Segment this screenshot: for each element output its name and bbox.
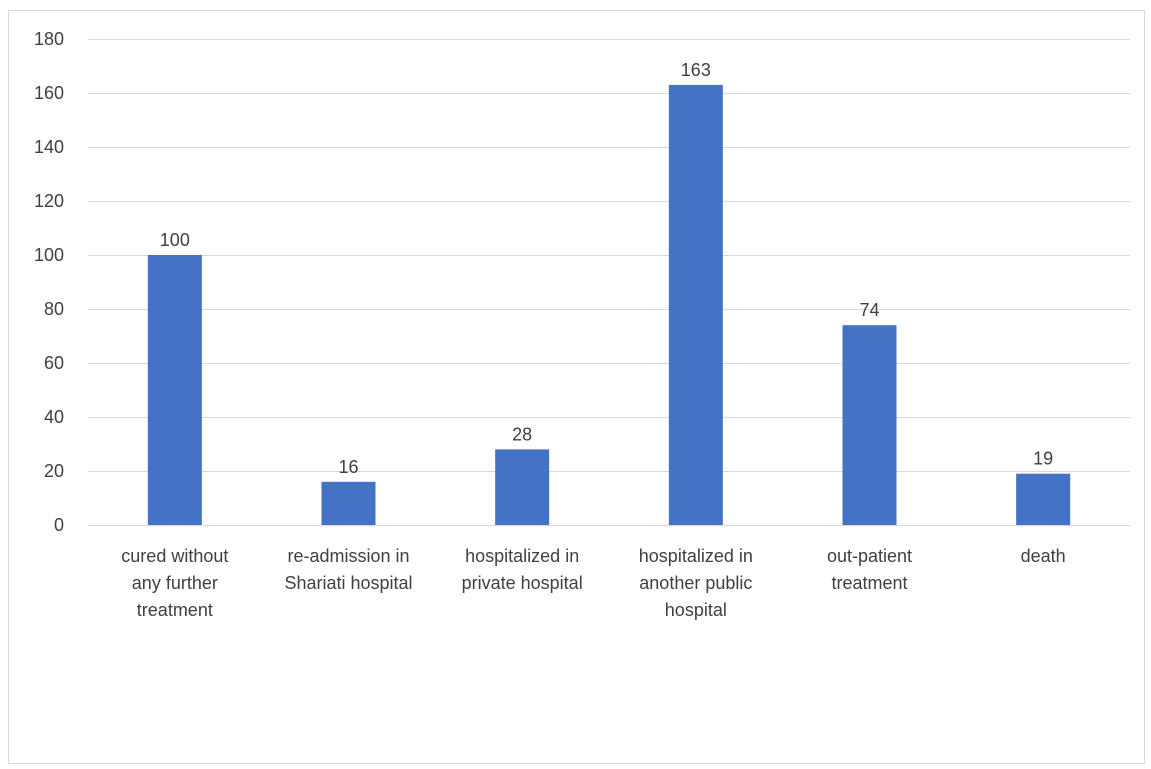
y-tick-label: 20 — [44, 461, 64, 481]
bars — [147, 84, 1071, 526]
data-label: 74 — [859, 300, 879, 320]
category-label-line: any further — [132, 573, 218, 593]
category-label-line: hospitalized in — [639, 546, 753, 566]
category-label-line: Shariati hospital — [284, 573, 412, 593]
data-label: 28 — [512, 424, 532, 444]
y-tick-label: 180 — [34, 29, 64, 49]
category-label: out-patient treatment — [827, 546, 912, 593]
data-label: 100 — [160, 230, 190, 250]
category-label: hospitalized in another public hospital — [639, 546, 753, 620]
category-label-line: out-patient — [827, 546, 912, 566]
category-label-line: death — [1021, 546, 1066, 566]
bar — [321, 481, 376, 525]
y-tick-label: 160 — [34, 83, 64, 103]
category-label: re-admission in Shariati hospital — [284, 546, 412, 593]
category-label-line: hospital — [665, 600, 727, 620]
category-label: hospitalized in private hospital — [462, 546, 583, 593]
category-label-line: hospitalized in — [465, 546, 579, 566]
y-tick-label: 0 — [54, 515, 64, 535]
category-label-line: cured without — [121, 546, 228, 566]
y-axis-tick-labels: 0 20 40 60 80 100 120 140 160 180 — [34, 29, 64, 535]
bar — [147, 255, 202, 525]
bar — [495, 449, 550, 525]
category-label: cured without any further treatment — [121, 546, 228, 620]
bar — [668, 84, 723, 526]
category-label-line: another public — [639, 573, 752, 593]
data-label: 163 — [681, 60, 711, 80]
y-tick-label: 140 — [34, 137, 64, 157]
y-tick-label: 100 — [34, 245, 64, 265]
bar — [842, 325, 897, 525]
gridlines — [88, 39, 1130, 472]
y-tick-label: 80 — [44, 299, 64, 319]
category-label-line: treatment — [137, 600, 213, 620]
category-label: death — [1021, 546, 1066, 566]
data-labels: 100 16 28 163 74 19 — [160, 60, 1053, 477]
category-label-line: private hospital — [462, 573, 583, 593]
bar — [1016, 473, 1071, 525]
category-label-line: treatment — [831, 573, 907, 593]
y-tick-label: 120 — [34, 191, 64, 211]
category-label-line: re-admission in — [287, 546, 409, 566]
y-tick-label: 40 — [44, 407, 64, 427]
x-axis-category-labels: cured without any further treatment re-admi… — [121, 546, 1065, 620]
data-label: 19 — [1033, 449, 1053, 469]
data-label: 16 — [338, 457, 358, 477]
y-tick-label: 60 — [44, 353, 64, 373]
